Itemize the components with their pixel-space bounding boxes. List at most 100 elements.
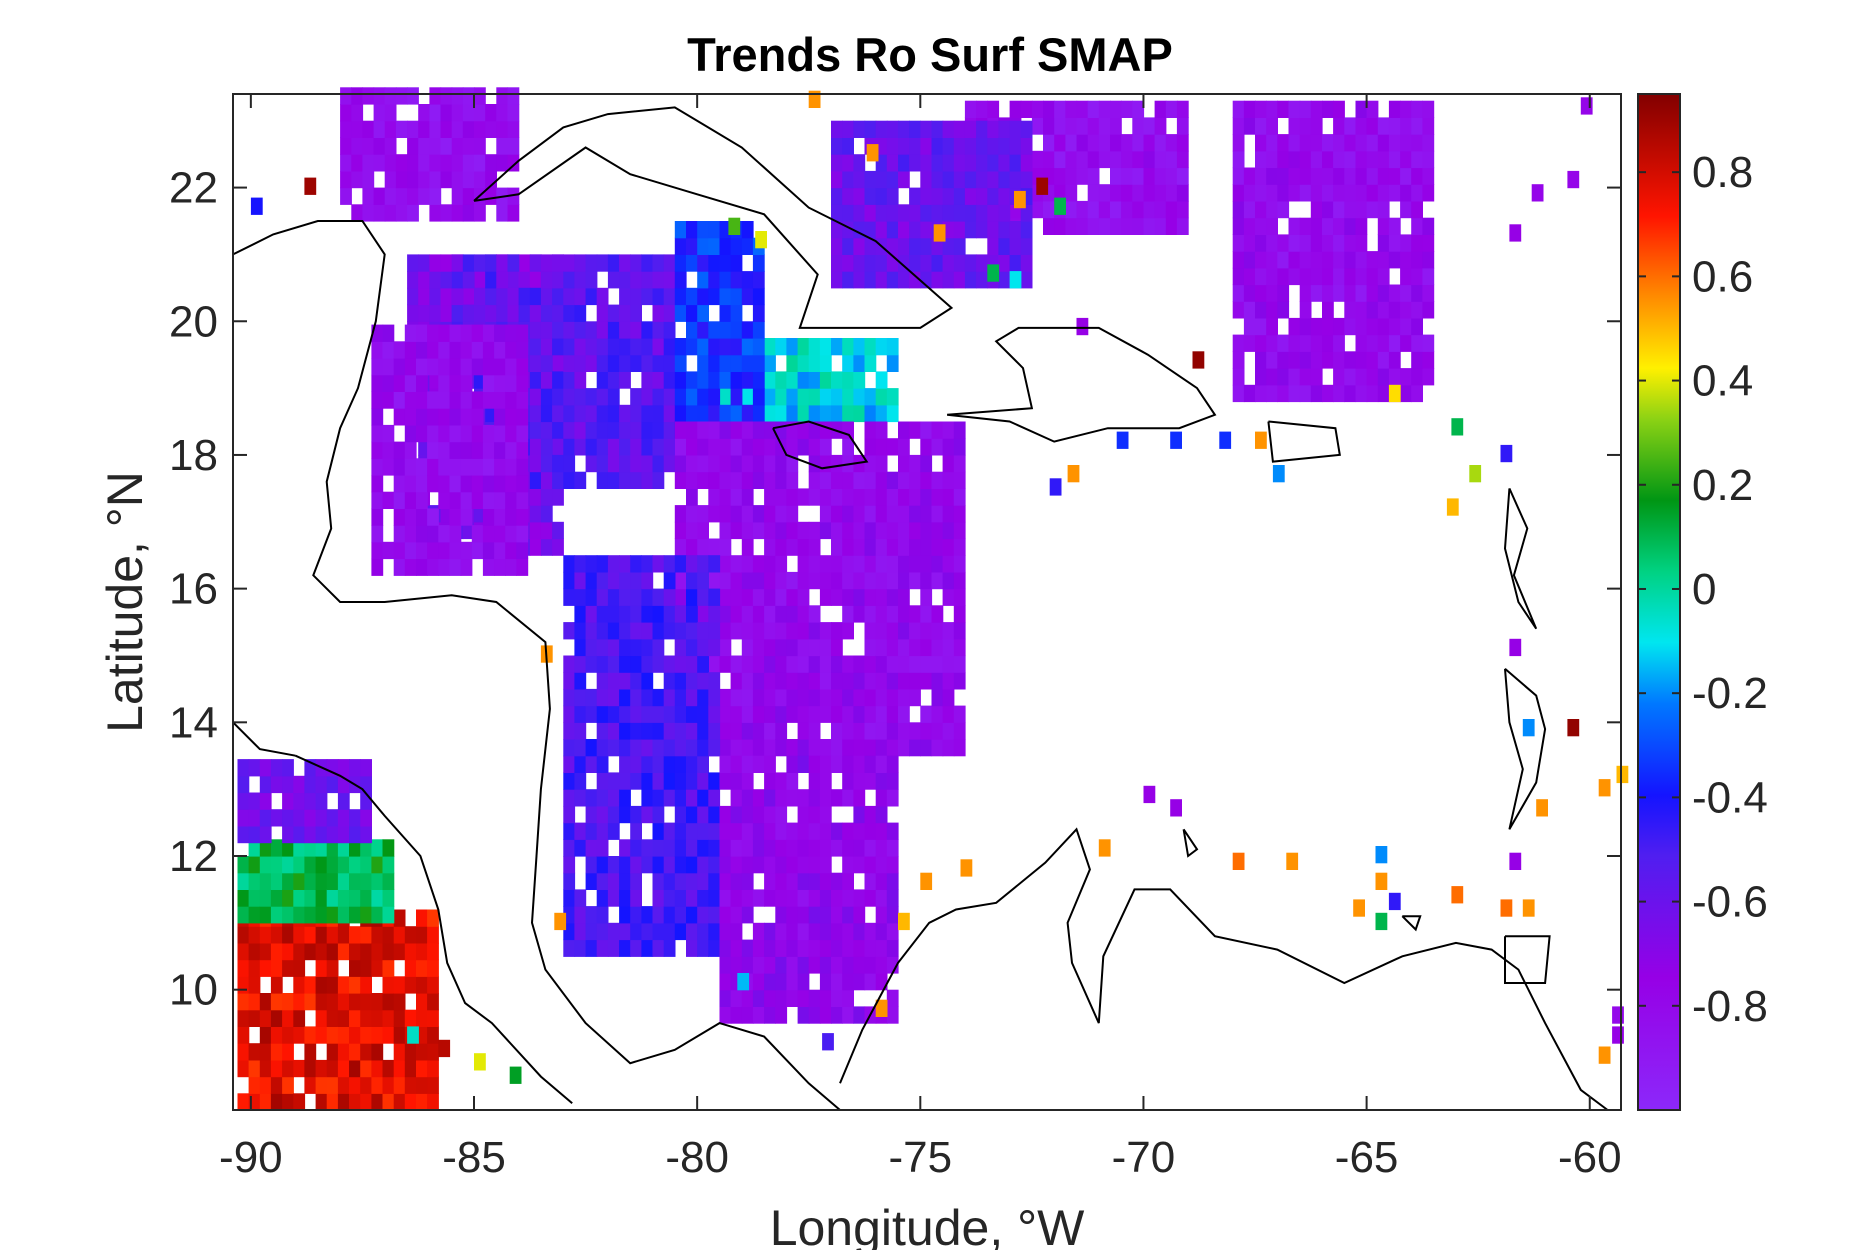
- heatmap-cell: [371, 1026, 384, 1044]
- heatmap-cell: [418, 271, 430, 289]
- heatmap-cell: [1377, 301, 1390, 319]
- heatmap-cell: [360, 976, 372, 994]
- heatmap-cell: [485, 287, 497, 306]
- heatmap-cell: [875, 856, 888, 874]
- heatmap-cell: [831, 822, 843, 840]
- heatmap-cell: [429, 170, 442, 189]
- heatmap-cell: [416, 408, 428, 426]
- heatmap-cell: [1243, 234, 1256, 252]
- heatmap-cell: [462, 87, 475, 105]
- heatmap-cell: [574, 271, 587, 289]
- heatmap-cell: [494, 441, 506, 459]
- heatmap-cell: [641, 672, 654, 690]
- heatmap-cell: [1255, 351, 1267, 369]
- heatmap-cell: [1255, 150, 1267, 169]
- heatmap-cell: [1422, 334, 1435, 352]
- heatmap-cell: [1400, 301, 1412, 319]
- heatmap-cell: [931, 705, 944, 723]
- heatmap-cell: [819, 388, 832, 406]
- heatmap-cell: [250, 197, 263, 215]
- heatmap-cell: [619, 371, 631, 389]
- heatmap-cell: [1009, 170, 1022, 189]
- heatmap-cell: [663, 856, 676, 874]
- heatmap-cell: [752, 688, 765, 707]
- heatmap-cell: [741, 722, 754, 740]
- heatmap-cell: [1322, 200, 1334, 219]
- y-axis-label: Latitude, °N: [97, 471, 153, 733]
- colorbar-ticks: 0.80.60.40.20-0.2-0.4-0.6-0.8: [1638, 148, 1768, 1031]
- heatmap-cell: [652, 755, 665, 773]
- heatmap-cell: [875, 705, 888, 723]
- heatmap-cell: [619, 856, 631, 874]
- heatmap-cell: [1355, 334, 1368, 352]
- heatmap-cell: [1333, 167, 1345, 185]
- heatmap-cell: [797, 872, 810, 890]
- heatmap-cell: [373, 104, 386, 122]
- heatmap-cell: [282, 1059, 294, 1078]
- heatmap-cell: [462, 287, 475, 306]
- heatmap-cell: [416, 391, 428, 409]
- heatmap-cell: [819, 789, 832, 807]
- heatmap-cell: [1355, 284, 1368, 302]
- heatmap-cell: [898, 538, 910, 556]
- heatmap-cell: [697, 321, 709, 339]
- heatmap-cell: [853, 822, 866, 840]
- heatmap-cell: [864, 622, 877, 640]
- heatmap-cell: [797, 655, 810, 673]
- heatmap-cell: [540, 505, 553, 523]
- heatmap-cell: [1451, 886, 1464, 904]
- heatmap-cell: [427, 942, 439, 961]
- heatmap-cell: [1098, 117, 1111, 135]
- heatmap-cell: [1288, 384, 1301, 403]
- heatmap-cell: [563, 839, 576, 857]
- heatmap-cell: [663, 338, 676, 356]
- heatmap-cell: [663, 772, 676, 790]
- heatmap-cell: [1020, 137, 1033, 155]
- heatmap-cell: [1054, 150, 1066, 169]
- heatmap-cell: [552, 321, 564, 339]
- heatmap-cell: [619, 688, 631, 707]
- heatmap-cell: [1344, 317, 1357, 336]
- heatmap-cell: [382, 391, 395, 409]
- heatmap-cell: [462, 104, 475, 122]
- heatmap-cell: [1009, 154, 1022, 172]
- heatmap-cell: [496, 137, 509, 155]
- heatmap-cell: [563, 872, 576, 890]
- heatmap-cell: [282, 792, 294, 810]
- heatmap-cell: [875, 438, 888, 456]
- heatmap-cell: [1388, 284, 1401, 302]
- heatmap-cell: [574, 287, 587, 306]
- heatmap-cell: [393, 558, 406, 576]
- heatmap-cell: [1288, 267, 1301, 286]
- heatmap-cell: [842, 404, 854, 423]
- colorbar-tick-label: 0.6: [1692, 252, 1753, 301]
- heatmap-cell: [641, 939, 654, 957]
- heatmap-cell: [449, 491, 462, 509]
- heatmap-cell: [404, 475, 417, 493]
- plot-frame: [232, 93, 1622, 1111]
- heatmap-cell: [764, 1006, 776, 1024]
- heatmap-cell: [641, 789, 654, 807]
- heatmap-cell: [351, 120, 364, 138]
- heatmap-cell: [460, 541, 473, 560]
- heatmap-cell: [449, 341, 462, 359]
- heatmap-cell: [630, 421, 642, 439]
- heatmap-cell: [563, 571, 576, 590]
- heatmap-cell: [641, 655, 654, 673]
- heatmap-cell: [886, 939, 899, 957]
- heatmap-cell: [920, 271, 933, 289]
- heatmap-cell: [708, 237, 721, 255]
- heatmap-cell: [730, 237, 743, 255]
- heatmap-cell: [730, 438, 743, 456]
- heatmap-cell: [764, 354, 776, 372]
- heatmap-cell: [1098, 217, 1111, 235]
- heatmap-cell: [607, 922, 620, 941]
- heatmap-cell: [708, 872, 721, 890]
- heatmap-cell: [652, 872, 665, 890]
- heatmap-cell: [886, 271, 899, 289]
- heatmap-cell: [1043, 150, 1055, 169]
- heatmap-cell: [875, 872, 888, 890]
- heatmap-cell: [429, 254, 442, 272]
- heatmap-cell: [293, 809, 306, 827]
- heatmap-cell: [786, 471, 799, 489]
